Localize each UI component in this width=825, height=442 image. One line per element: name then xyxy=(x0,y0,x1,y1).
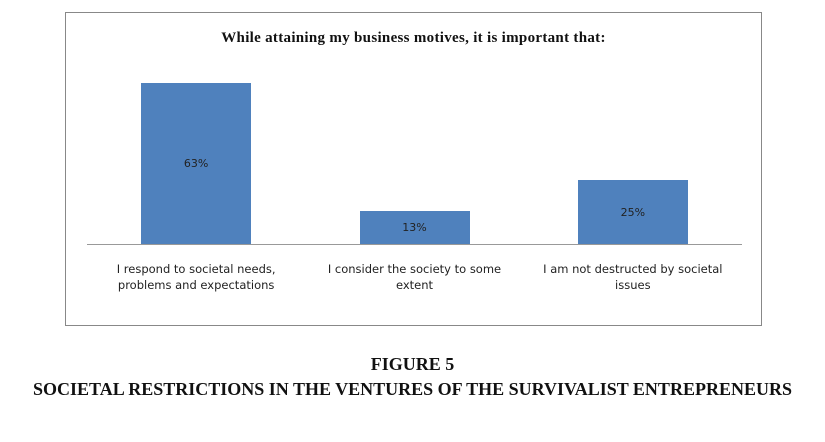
bar: 63% xyxy=(141,83,252,244)
x-tick-label: I respond to societal needs, problems an… xyxy=(116,262,276,292)
chart-title: While attaining my business motives, it … xyxy=(221,30,606,46)
x-tick-label: I consider the society to some extent xyxy=(327,262,502,292)
figure-caption: SOCIETAL RESTRICTIONS IN THE VENTURES OF… xyxy=(33,379,792,399)
data-label: 13% xyxy=(402,220,427,234)
figure-label: FIGURE 5 xyxy=(370,354,455,374)
bar: 13% xyxy=(359,210,470,244)
data-label: 63% xyxy=(183,157,209,170)
chart-frame xyxy=(65,12,762,326)
x-tick-label: I am not destructed by societal issues xyxy=(543,262,723,292)
x-axis-line xyxy=(87,244,742,245)
data-label: 25% xyxy=(620,205,646,219)
bar: 25% xyxy=(577,180,688,244)
plot-area: I respond to societal needs, problems an… xyxy=(87,83,742,292)
caption: FIGURE 5 SOCIETAL RESTRICTIONS IN THE VE… xyxy=(0,352,825,402)
